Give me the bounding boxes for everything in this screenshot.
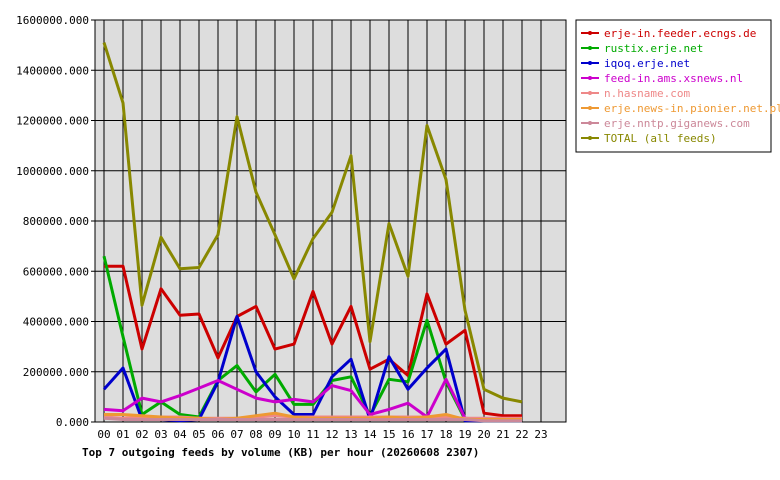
- legend-item: erje.nntp.giganews.com: [581, 117, 750, 130]
- legend-item: erje-in.feeder.ecngs.de: [581, 27, 756, 40]
- x-tick-label: 00: [97, 428, 110, 441]
- x-tick-label: 02: [135, 428, 148, 441]
- x-tick-label: 12: [325, 428, 338, 441]
- legend-label: rustix.erje.net: [604, 42, 703, 55]
- y-tick-label: 1400000.000: [16, 64, 89, 77]
- x-tick-label: 19: [458, 428, 471, 441]
- legend-marker: [588, 61, 592, 65]
- grid-lines: [91, 19, 566, 423]
- y-tick-label: 400000.000: [23, 316, 89, 329]
- x-tick-label: 20: [477, 428, 490, 441]
- legend-box: [575, 19, 772, 153]
- legend-item: feed-in.ams.xsnews.nl: [581, 72, 743, 85]
- x-tick-label: 04: [173, 428, 187, 441]
- y-tick-label: 800000.000: [23, 215, 89, 228]
- x-tick-label: 07: [230, 428, 243, 441]
- x-tick-label: 01: [116, 428, 129, 441]
- series-line: [104, 264, 522, 418]
- legend-label: n.hasname.com: [604, 87, 690, 100]
- x-tick-label: 18: [439, 428, 452, 441]
- y-tick-label: 0.000: [56, 416, 89, 429]
- x-tick-label: 21: [496, 428, 509, 441]
- legend-marker: [588, 136, 592, 140]
- legend-label: iqoq.erje.net: [604, 57, 690, 70]
- series-line: [103, 377, 522, 421]
- x-tick-label: 10: [287, 428, 300, 441]
- x-tick-label: 06: [211, 428, 224, 441]
- y-axis-tick-labels: 0.000 200000.000 400000.000 600000.000 80000…: [16, 14, 89, 429]
- legend-marker: [588, 91, 592, 95]
- legend-label: erje-in.feeder.ecngs.de: [604, 27, 756, 40]
- legend-marker: [588, 106, 592, 110]
- y-tick-label: 600000.000: [23, 265, 89, 278]
- legend-marker: [588, 46, 592, 50]
- y-tick-label: 1000000.000: [16, 165, 89, 178]
- x-tick-label: 03: [154, 428, 167, 441]
- legend-item: TOTAL (all feeds): [581, 132, 717, 145]
- x-tick-label: 17: [420, 428, 433, 441]
- legend-label: TOTAL (all feeds): [604, 132, 717, 145]
- y-tick-label: 1200000.000: [16, 115, 89, 128]
- x-tick-label: 13: [344, 428, 357, 441]
- x-axis-tick-labels: 00 01 02 03 04 05 06 07 08 09 10 11 12 13 14 15 16 17 18 19…: [97, 428, 547, 441]
- x-tick-label: 15: [382, 428, 395, 441]
- legend-item: n.hasname.com: [581, 87, 690, 100]
- legend-items: erje-in.feeder.ecngs.de rustix.erje.net iq…: [581, 27, 780, 145]
- x-tick-label: 22: [515, 428, 528, 441]
- x-tick-label: 09: [268, 428, 281, 441]
- legend-marker: [588, 31, 592, 35]
- legend-item: erje.news-in.pionier.net.pl: [581, 102, 780, 115]
- x-tick-label: 16: [401, 428, 414, 441]
- legend-item: rustix.erje.net: [581, 42, 703, 55]
- legend-label: feed-in.ams.xsnews.nl: [604, 72, 743, 85]
- legend: erje-in.feeder.ecngs.de rustix.erje.net iq…: [575, 19, 780, 153]
- legend-item: iqoq.erje.net: [581, 57, 690, 70]
- x-tick-label: 23: [534, 428, 547, 441]
- series-lines: [102, 42, 523, 423]
- series-line: [102, 42, 523, 404]
- legend-label: erje.nntp.giganews.com: [604, 117, 750, 130]
- y-tick-label: 200000.000: [23, 366, 89, 379]
- x-tick-label: 14: [363, 428, 377, 441]
- x-tick-label: 08: [249, 428, 262, 441]
- legend-label: erje.news-in.pionier.net.pl: [604, 102, 780, 115]
- x-tick-label: 11: [306, 428, 319, 441]
- series-line: [103, 416, 522, 423]
- legend-marker: [588, 121, 592, 125]
- chart-caption: Top 7 outgoing feeds by volume (KB) per …: [82, 446, 479, 459]
- y-tick-label: 1600000.000: [16, 14, 89, 27]
- legend-marker: [588, 76, 592, 80]
- x-tick-label: 05: [192, 428, 205, 441]
